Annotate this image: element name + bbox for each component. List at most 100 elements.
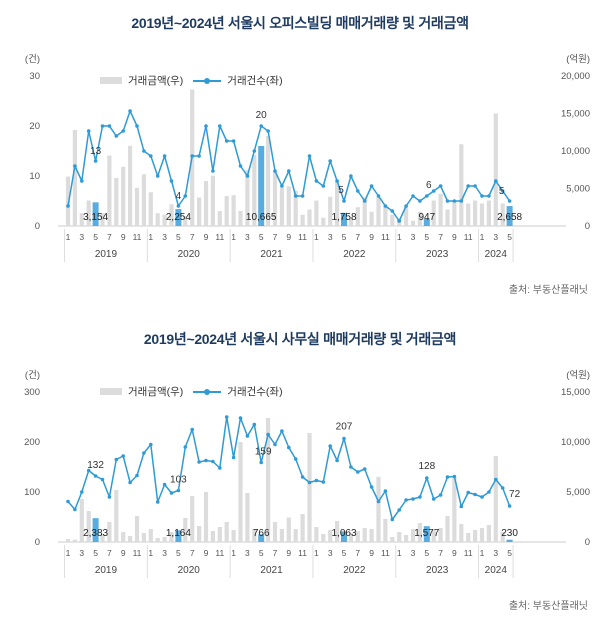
office-building-chart: 1 3 5 7 9 11 2019 1 3 5 7 9 11 2020 1 3 5 7 9 11 2021 1 3 5 7 9 11… [24,15,590,296]
svg-text:20,000: 20,000 [561,71,590,82]
svg-text:15,000: 15,000 [561,387,590,398]
svg-text:20: 20 [29,121,40,132]
svg-text:1: 1 [314,548,319,558]
svg-text:3: 3 [245,232,250,242]
svg-text:207: 207 [336,422,353,433]
svg-text:230: 230 [501,528,518,539]
legend-count: 거래건수(좌) [193,73,283,88]
svg-text:7: 7 [190,548,195,558]
svg-text:11: 11 [464,232,473,242]
svg-text:2020: 2020 [178,565,201,576]
svg-text:11: 11 [215,548,224,558]
legend-amount-label: 거래금액(우) [128,75,184,87]
svg-text:1: 1 [231,548,236,558]
svg-text:1: 1 [148,548,153,558]
svg-text:100: 100 [24,487,40,498]
svg-text:7: 7 [355,232,360,242]
svg-text:2020: 2020 [178,249,201,260]
chart-legend: 거래금액(우) 거래건수(좌) [100,73,283,88]
svg-text:10,000: 10,000 [561,437,590,448]
chart-title: 2019년~2024년 서울시 오피스빌딩 매매거래량 및 거래금액 [131,15,469,31]
svg-text:2022: 2022 [343,249,366,260]
svg-text:0: 0 [35,537,40,548]
svg-text:(억원): (억원) [566,53,590,65]
svg-text:9: 9 [452,232,457,242]
svg-text:5: 5 [424,548,429,558]
svg-text:1,758: 1,758 [331,212,356,223]
svg-text:3: 3 [245,548,250,558]
svg-text:11: 11 [215,232,224,242]
svg-text:5: 5 [424,232,429,242]
bar-swatch-icon [100,77,122,84]
svg-text:20: 20 [256,110,268,121]
svg-text:2019: 2019 [95,565,118,576]
svg-text:7: 7 [107,232,112,242]
svg-text:2021: 2021 [260,249,283,260]
source-note: 출처: 부동산플래닛 [508,601,588,612]
svg-text:300: 300 [24,387,40,398]
svg-text:5: 5 [259,548,264,558]
svg-text:10: 10 [29,171,40,182]
svg-text:0: 0 [35,221,40,232]
svg-text:3: 3 [328,548,333,558]
svg-text:11: 11 [133,548,142,558]
svg-text:5: 5 [176,548,181,558]
svg-text:1: 1 [66,232,71,242]
svg-text:3: 3 [162,548,167,558]
svg-text:7: 7 [190,232,195,242]
svg-text:11: 11 [133,232,142,242]
svg-text:11: 11 [381,548,390,558]
svg-text:1: 1 [66,548,71,558]
svg-text:3: 3 [162,232,167,242]
svg-text:1,577: 1,577 [414,528,439,539]
svg-text:2019: 2019 [95,249,118,260]
svg-text:1,164: 1,164 [166,528,191,539]
svg-text:5: 5 [342,232,347,242]
svg-text:11: 11 [381,232,390,242]
svg-text:2023: 2023 [426,565,449,576]
svg-text:2024: 2024 [485,565,508,576]
svg-text:1: 1 [480,548,485,558]
svg-text:1,063: 1,063 [331,528,356,539]
svg-text:1: 1 [397,548,402,558]
svg-text:0: 0 [585,221,590,232]
legend-amount-label: 거래금액(우) [128,386,184,398]
svg-text:132: 132 [87,460,104,471]
svg-text:9: 9 [369,232,374,242]
svg-text:11: 11 [298,548,307,558]
chart-title: 2019년~2024년 서울시 사무실 매매거래량 및 거래금액 [143,331,457,347]
svg-text:3: 3 [411,548,416,558]
svg-text:5: 5 [338,185,344,196]
svg-text:3,154: 3,154 [83,212,108,223]
svg-text:7: 7 [273,232,278,242]
svg-text:7: 7 [438,232,443,242]
svg-text:3: 3 [493,548,498,558]
svg-text:5: 5 [93,548,98,558]
svg-text:9: 9 [204,232,209,242]
svg-text:(건): (건) [25,370,40,381]
legend-count-label: 거래건수(좌) [227,75,283,87]
svg-text:7: 7 [273,548,278,558]
svg-text:2,254: 2,254 [166,212,191,223]
svg-text:10,000: 10,000 [561,146,590,157]
svg-text:2023: 2023 [426,249,449,260]
svg-text:1: 1 [231,232,236,242]
svg-text:3: 3 [79,548,84,558]
svg-text:7: 7 [107,548,112,558]
svg-text:5: 5 [507,548,512,558]
svg-text:200: 200 [24,437,40,448]
svg-text:72: 72 [509,489,521,500]
svg-text:5: 5 [342,548,347,558]
svg-text:5: 5 [499,186,505,197]
line-swatch-icon [193,388,222,395]
office-chart: 1 3 5 7 9 11 2019 1 3 5 7 9 11 2020 1 3 5 7 9 11 2021 1 3 5 7 9 11… [0,316,600,629]
svg-text:9: 9 [286,232,291,242]
svg-text:9: 9 [204,548,209,558]
svg-text:9: 9 [369,548,374,558]
svg-text:3: 3 [328,232,333,242]
svg-text:0: 0 [585,537,590,548]
source-note: 출처: 부동산플래닛 [508,285,588,296]
svg-text:2021: 2021 [260,565,283,576]
svg-text:1: 1 [314,232,319,242]
